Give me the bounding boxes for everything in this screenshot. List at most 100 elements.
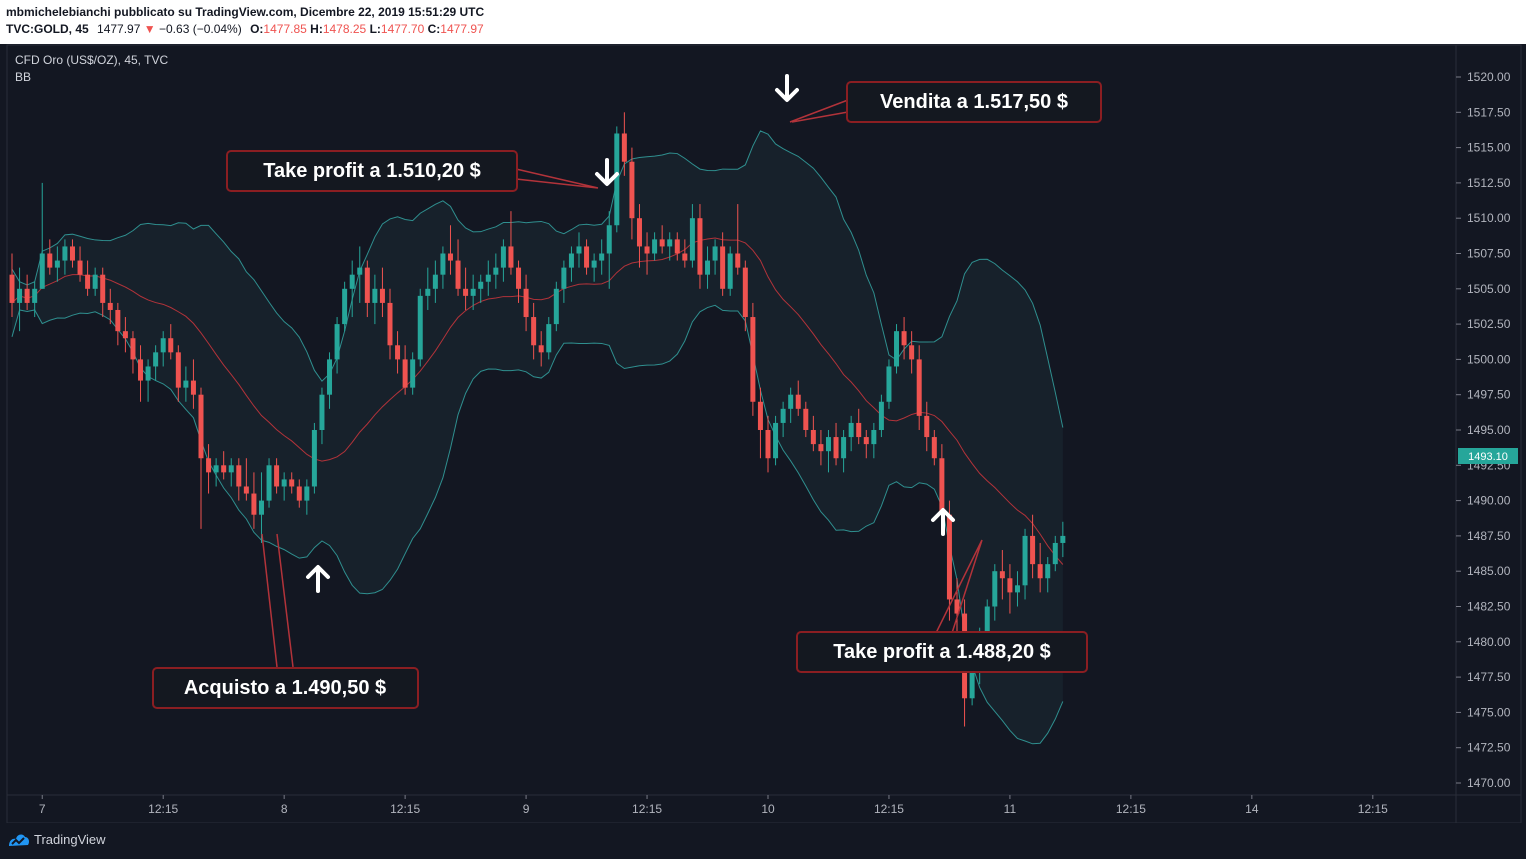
candle — [62, 239, 68, 275]
candle — [85, 260, 91, 296]
time-axis[interactable]: 7 12:15 8 12:15 9 12:15 10 12:15 11 12:15 14 12:15 — [39, 795, 1388, 816]
candle-body — [644, 246, 650, 254]
candle — [1052, 535, 1058, 572]
candle — [871, 422, 877, 459]
open-label: O: — [250, 22, 264, 36]
candle — [130, 331, 136, 374]
candle-body — [447, 253, 453, 261]
tradingview-logo-icon — [9, 834, 29, 846]
bollinger-bands — [11, 130, 1064, 745]
candle-body — [946, 514, 952, 600]
candle-body — [984, 606, 990, 635]
price-tick-label: 1490.00 — [1467, 494, 1511, 508]
candle — [546, 317, 552, 360]
price-tick-label: 1517.50 — [1467, 105, 1511, 119]
price-badge-bg — [1458, 448, 1518, 464]
candle-body — [425, 288, 431, 296]
candle-body — [107, 302, 113, 310]
price-chart[interactable]: 1520.00 1517.50 1515.00 1512.50 1510.00 1507.… — [0, 44, 1526, 823]
candle-body — [561, 267, 567, 289]
tp1-down-arrow-icon — [595, 158, 619, 186]
candle — [516, 260, 522, 303]
price-tick-label: 1477.50 — [1467, 670, 1511, 684]
candle-body — [319, 394, 325, 430]
price-axis[interactable]: 1520.00 1517.50 1515.00 1512.50 1510.00 1507.… — [1456, 70, 1511, 790]
candle — [644, 232, 650, 275]
candle-body — [500, 246, 506, 268]
tp2-up-arrow-icon — [931, 508, 955, 536]
candle — [243, 458, 249, 501]
candle — [999, 550, 1005, 600]
candle-body — [629, 161, 635, 219]
price-tick-label: 1507.50 — [1467, 247, 1511, 261]
candle — [652, 232, 658, 261]
candle — [1007, 564, 1013, 614]
candle — [440, 246, 446, 289]
candle-body — [258, 500, 264, 515]
candle — [1060, 521, 1066, 558]
candle — [863, 430, 869, 459]
candle — [674, 232, 680, 261]
candle — [190, 359, 196, 409]
high-label: H: — [310, 22, 323, 36]
candle-body — [954, 599, 960, 614]
candle-body — [765, 430, 771, 459]
candle — [568, 246, 574, 282]
candle — [69, 239, 75, 268]
candle — [24, 274, 30, 310]
candle — [402, 345, 408, 395]
candle-body — [795, 394, 801, 409]
candle-body — [236, 465, 242, 487]
candle — [274, 458, 280, 494]
time-tick-label: 7 — [39, 802, 46, 816]
candle — [387, 288, 393, 360]
sell-down-arrow-icon — [775, 74, 799, 102]
candle-body — [206, 458, 212, 473]
candle-body — [599, 253, 605, 261]
annotations-layer: Vendita a 1.517,50 $ Take profit a 1.510… — [152, 74, 1102, 709]
candle-body — [674, 239, 680, 254]
candle-body — [659, 239, 665, 247]
candle — [1037, 542, 1043, 593]
author: mbmichelebianchi pubblicato su TradingVi… — [6, 5, 485, 19]
candle — [281, 472, 287, 501]
footer-brand: TradingView — [34, 832, 106, 847]
time-tick-label: 14 — [1245, 802, 1259, 816]
time-tick-label: 12:15 — [148, 802, 178, 816]
candle — [795, 380, 801, 416]
time-tick-label: 10 — [761, 802, 775, 816]
candle-body — [138, 359, 144, 381]
candle — [311, 422, 317, 494]
candle — [576, 232, 582, 268]
candle-body — [455, 260, 461, 289]
candle-body — [54, 260, 60, 268]
candle-body — [969, 662, 975, 699]
candle — [553, 281, 559, 332]
candle-body — [69, 246, 75, 261]
candle — [878, 394, 884, 438]
candle — [773, 415, 779, 466]
open-value: 1477.85 — [263, 22, 307, 36]
candle-body — [939, 458, 945, 515]
candle-body — [32, 288, 38, 303]
candle — [689, 204, 695, 268]
candle-body — [848, 422, 854, 438]
candle — [909, 331, 915, 374]
candle-body — [712, 246, 718, 261]
price-tick-label: 1512.50 — [1467, 176, 1511, 190]
ohlc-line: TVC:GOLD, 45 1477.97 ▼ −0.63 (−0.04%) O:… — [6, 22, 484, 36]
candle-body — [168, 338, 174, 353]
candle — [735, 204, 741, 275]
candle-body — [652, 239, 658, 254]
chart-legend-indicator[interactable]: BB — [15, 70, 32, 84]
candle — [455, 239, 461, 296]
candle — [54, 246, 60, 282]
candle — [810, 415, 816, 452]
buy-callout-pointer — [261, 533, 294, 668]
price-tick-label: 1520.00 — [1467, 70, 1511, 84]
header-bar: mbmichelebianchi pubblicato su TradingVi… — [0, 0, 1526, 44]
candle-body — [614, 133, 620, 226]
candle — [251, 472, 257, 529]
candle — [727, 246, 733, 296]
candle-body — [183, 380, 189, 388]
